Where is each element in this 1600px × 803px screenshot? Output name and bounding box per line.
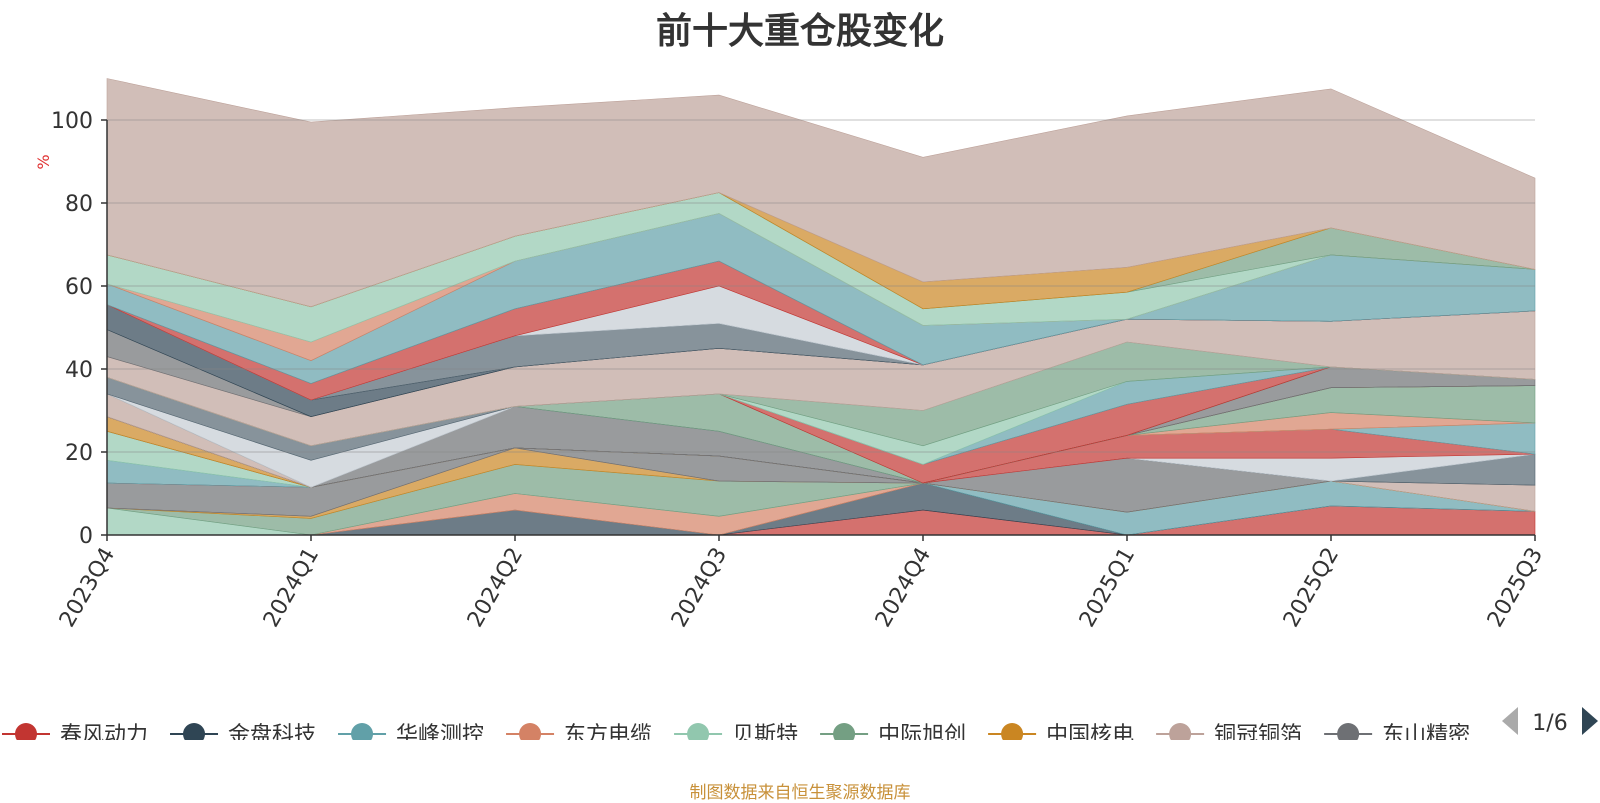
legend-label: 贝斯特: [732, 723, 798, 748]
area-series-group: [106, 78, 1536, 536]
legend-item[interactable]: 金盘科技: [170, 723, 316, 748]
x-tick-label: 2025Q2: [1279, 544, 1344, 632]
y-tick-label: 80: [65, 192, 93, 217]
legend-prev-icon[interactable]: [1502, 707, 1518, 735]
legend-marker-icon: [1169, 723, 1192, 740]
legend-label: 华峰测控: [396, 723, 484, 748]
y-tick-label: 100: [51, 109, 93, 134]
x-tick-label: 2025Q1: [1075, 544, 1140, 632]
y-tick-label: 0: [79, 524, 93, 549]
x-tick-label: 2024Q2: [463, 544, 528, 632]
y-tick-label: 20: [65, 441, 93, 466]
legend-item[interactable]: 铜冠铜箔: [1156, 723, 1302, 748]
legend-item[interactable]: 春风动力: [2, 723, 148, 748]
legend-marker-icon: [351, 723, 374, 740]
legend-marker-icon: [1001, 723, 1024, 740]
x-tick-label: 2024Q4: [871, 544, 936, 632]
y-tick-label: 60: [65, 275, 93, 300]
legend-item[interactable]: 中际旭创: [820, 723, 966, 748]
y-tick-label: 40: [65, 358, 93, 383]
legend-marker-icon: [833, 723, 856, 740]
legend: 春风动力 金盘科技 华峰测控 东方电缆 贝斯特 中际旭创 中国核电 铜冠铜箔 东山精密: [2, 723, 1470, 748]
chart-title: 前十大重仓股变化: [655, 11, 944, 52]
x-tick-label: 2024Q3: [667, 544, 732, 632]
legend-label: 东方电缆: [564, 723, 652, 748]
grid-lines: [107, 119, 1535, 453]
legend-label: 中际旭创: [878, 723, 966, 748]
legend-label: 金盘科技: [228, 723, 316, 748]
legend-label: 春风动力: [60, 723, 148, 748]
data-source-note: 制图数据来自恒生聚源数据库: [689, 783, 911, 803]
legend-marker-icon: [15, 723, 37, 740]
legend-pager: 1/6: [1502, 707, 1598, 736]
legend-marker-icon: [687, 723, 710, 740]
legend-label: 东山精密: [1382, 723, 1470, 748]
legend-marker-icon: [1337, 723, 1360, 740]
legend-item[interactable]: 东山精密: [1324, 723, 1470, 748]
legend-marker-icon: [519, 723, 542, 740]
legend-label: 铜冠铜箔: [1214, 723, 1302, 748]
legend-marker-icon: [183, 723, 206, 740]
legend-item[interactable]: 东方电缆: [506, 723, 652, 748]
y-axis-unit-label: %: [34, 154, 53, 169]
x-tick-label: 2024Q1: [259, 544, 324, 632]
x-tick-label: 2025Q3: [1483, 544, 1548, 632]
legend-item[interactable]: 中国核电: [988, 723, 1134, 748]
x-tick-label: 2023Q4: [55, 544, 120, 632]
legend-item[interactable]: 贝斯特: [674, 723, 798, 748]
legend-label: 中国核电: [1046, 723, 1134, 748]
legend-page-indicator: 1/6: [1532, 711, 1567, 736]
area-series-39: [106, 78, 1536, 308]
legend-next-icon[interactable]: [1582, 707, 1598, 735]
legend-item[interactable]: 华峰测控: [338, 723, 484, 748]
